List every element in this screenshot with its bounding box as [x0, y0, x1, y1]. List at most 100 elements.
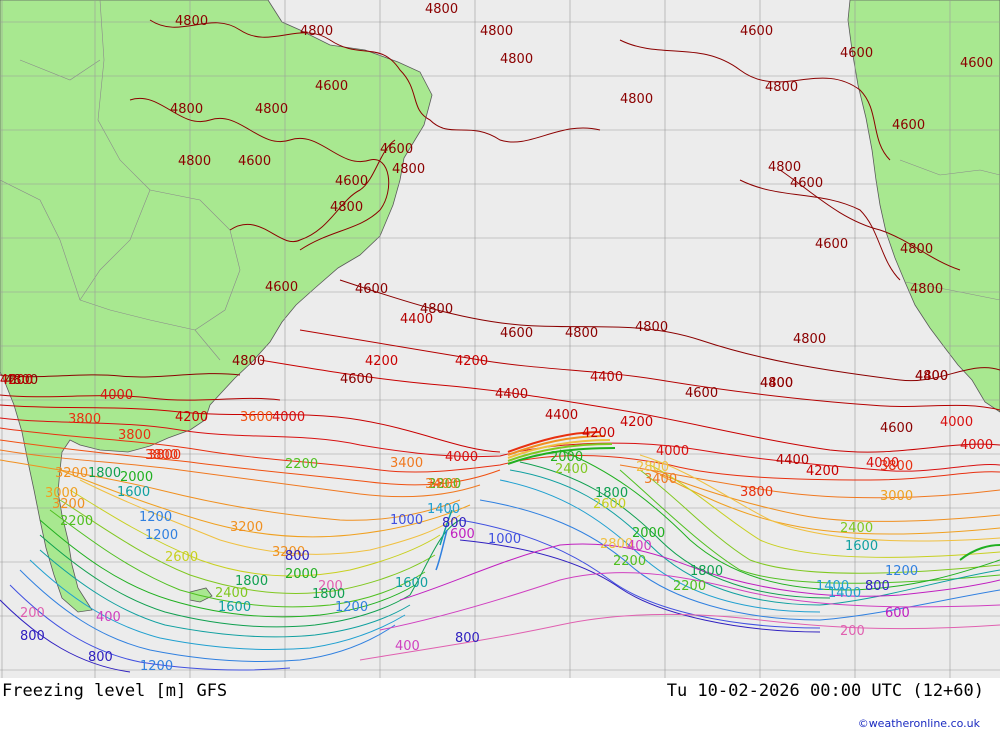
- contour-600-a: [399, 543, 1000, 601]
- contour-label-4800: 4800: [768, 160, 801, 175]
- contour-4200-a: [259, 359, 1000, 453]
- contour-label-4400: 4400: [495, 387, 528, 402]
- contour-label-2000: 2000: [285, 567, 318, 582]
- contour-2600-a: [69, 464, 1000, 577]
- contour-label-4800: 4800: [232, 354, 265, 369]
- footer-background: [0, 678, 1000, 733]
- contour-label-4600: 4600: [960, 56, 993, 71]
- contour-label-4600: 4600: [892, 118, 925, 133]
- contour-label-4600: 4600: [840, 46, 873, 61]
- contour-4800-b: [129, 97, 390, 251]
- contour-label-1000: 1000: [488, 532, 521, 547]
- contour-label-1600: 1600: [117, 485, 150, 500]
- contour-label-200: 200: [840, 624, 865, 639]
- contour-label-1200: 1200: [145, 528, 178, 543]
- contour-label-800: 800: [285, 549, 310, 564]
- contour-label-3800: 3800: [118, 428, 151, 443]
- contour-4800-a: [149, 19, 601, 143]
- contour-4200-b: [0, 404, 501, 453]
- contour-label-4600: 4600: [335, 174, 368, 189]
- contour-label-800: 800: [20, 629, 45, 644]
- contour-label-1200: 1200: [139, 510, 172, 525]
- contour-label-4800: 4800: [178, 154, 211, 169]
- contour-label-1400: 1400: [427, 502, 460, 517]
- contour-label-1600: 1600: [395, 576, 428, 591]
- contour-label-4200: 4200: [455, 354, 488, 369]
- front-2800: [507, 439, 611, 459]
- contour-label-200: 200: [20, 606, 45, 621]
- contour-label-2200: 2200: [60, 514, 93, 529]
- contour-label-4800: 4800: [620, 92, 653, 107]
- contour-4800-c: [619, 39, 891, 161]
- contour-label-1200: 1200: [885, 564, 918, 579]
- contour-label-4600: 4600: [500, 326, 533, 341]
- contour-label-2600: 2600: [165, 550, 198, 565]
- contour-label-4800: 4800: [300, 24, 333, 39]
- contour-label-4800: 4800: [175, 14, 208, 29]
- contour-label-1400: 1400: [816, 579, 849, 594]
- contour-label-4800: 4800: [760, 376, 793, 391]
- contour-label-1800: 1800: [88, 466, 121, 481]
- contour-label-2200: 2200: [428, 477, 461, 492]
- contour-label-3200: 3200: [272, 545, 305, 560]
- contour-label-2000: 2000: [550, 450, 583, 465]
- contour-label-3200: 3200: [52, 497, 85, 512]
- contour-label-4200: 4200: [175, 410, 208, 425]
- contour-lines: [0, 19, 1000, 673]
- contour-4600-a: [229, 139, 396, 243]
- contour-label-4200: 4200: [365, 354, 398, 369]
- contour-label-4800: 4800: [5, 373, 38, 388]
- contour-label-2600: 2600: [593, 497, 626, 512]
- contour-label-4200: 4200: [582, 426, 615, 441]
- contour-3800-a: [0, 427, 1000, 481]
- contour-label-4400: 4400: [776, 453, 809, 468]
- contour-2400-a: [59, 469, 1000, 594]
- contour-label-4000: 4000: [656, 444, 689, 459]
- contour-1000-a: [9, 519, 821, 671]
- contour-label-3400: 3400: [390, 456, 423, 471]
- contour-1400-a: [29, 479, 821, 651]
- contour-label-4200: 4200: [0, 373, 33, 388]
- contour-label-4800: 4800: [255, 102, 288, 117]
- contour-label-2200: 2200: [673, 579, 706, 594]
- contour-label-3800: 3800: [145, 448, 178, 463]
- contour-label-2000: 2000: [120, 470, 153, 485]
- contour-label-2000: 2000: [632, 526, 665, 541]
- contour-label-1800: 1800: [595, 486, 628, 501]
- contour-label-4600: 4600: [315, 79, 348, 94]
- contour-label-4600: 4600: [740, 24, 773, 39]
- contour-1600-a: [39, 469, 1000, 638]
- contour-2200-a: [49, 469, 1000, 608]
- front-2000: [507, 447, 616, 465]
- contour-labels: 4800 4800 4800 4800 4600 4800 4800 4800 4800 4600…: [0, 2, 993, 674]
- contour-label-4800: 4800: [420, 302, 453, 317]
- credit-link[interactable]: ©weatheronline.co.uk: [858, 717, 981, 730]
- contour-label-1200: 1200: [140, 659, 173, 674]
- map-datetime: Tu 10-02-2026 00:00 UTC (12+60): [667, 681, 984, 701]
- contour-label-4600: 4600: [340, 372, 373, 387]
- contour-label-3200: 3200: [230, 520, 263, 535]
- contour-4400-b: [0, 394, 281, 401]
- contour-label-3400: 3400: [644, 472, 677, 487]
- contour-label-4800: 4800: [910, 282, 943, 297]
- contour-800-a: [0, 539, 821, 673]
- contour-label-4600: 4600: [238, 154, 271, 169]
- contour-label-1000: 1000: [390, 513, 423, 528]
- land-masses: [0, 0, 1000, 613]
- africa-land: [847, 0, 1000, 413]
- contour-label-4800: 4800: [500, 52, 533, 67]
- contour-label-2200: 2200: [285, 457, 318, 472]
- contour-label-3800: 3800: [428, 477, 461, 492]
- contour-label-2800: 2800: [600, 537, 633, 552]
- contour-4800-d: [739, 179, 901, 281]
- contour-label-800: 800: [442, 516, 467, 531]
- front-2400: [507, 443, 613, 462]
- contour-label-4400: 4400: [400, 312, 433, 327]
- contour-2000-a: [39, 449, 1000, 618]
- contour-4600-d: [0, 373, 241, 378]
- contour-label-4800: 4800: [425, 2, 458, 17]
- contour-label-2400: 2400: [555, 462, 588, 477]
- contour-label-4200: 4200: [806, 464, 839, 479]
- contour-label-1400: 1400: [828, 586, 861, 601]
